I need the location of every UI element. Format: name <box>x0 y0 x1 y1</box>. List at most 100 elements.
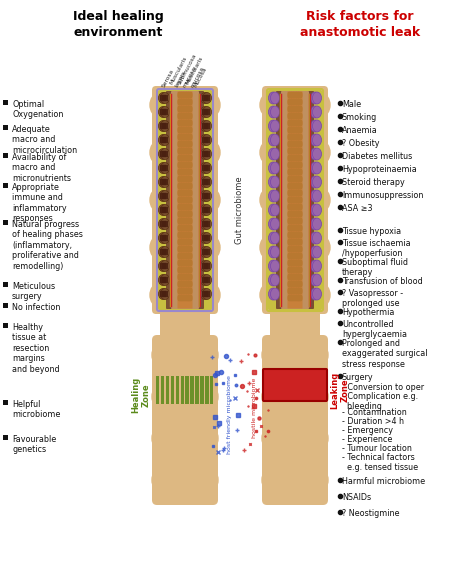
Text: Adequate
macro and
microcirculation: Adequate macro and microcirculation <box>12 125 77 155</box>
Ellipse shape <box>294 247 296 252</box>
Ellipse shape <box>187 274 189 279</box>
Ellipse shape <box>160 108 162 111</box>
Ellipse shape <box>160 277 162 279</box>
Ellipse shape <box>292 148 294 153</box>
Ellipse shape <box>206 253 208 255</box>
Ellipse shape <box>204 141 206 143</box>
Ellipse shape <box>204 154 206 157</box>
Ellipse shape <box>166 207 168 209</box>
Ellipse shape <box>295 177 297 182</box>
Ellipse shape <box>208 181 210 183</box>
Ellipse shape <box>297 247 299 252</box>
Ellipse shape <box>186 127 188 132</box>
Ellipse shape <box>181 148 182 153</box>
Ellipse shape <box>312 148 321 160</box>
Bar <box>3 435 8 440</box>
Ellipse shape <box>182 295 184 300</box>
Ellipse shape <box>204 181 206 183</box>
Ellipse shape <box>185 289 187 294</box>
Ellipse shape <box>295 295 297 300</box>
Ellipse shape <box>298 107 300 111</box>
Ellipse shape <box>182 240 184 244</box>
Ellipse shape <box>178 99 180 105</box>
Ellipse shape <box>288 107 290 111</box>
Ellipse shape <box>291 261 293 265</box>
Ellipse shape <box>271 148 280 160</box>
Ellipse shape <box>184 169 186 174</box>
Ellipse shape <box>291 114 293 119</box>
Ellipse shape <box>187 261 189 265</box>
Ellipse shape <box>268 288 277 300</box>
Ellipse shape <box>164 221 166 223</box>
Ellipse shape <box>290 114 292 119</box>
Ellipse shape <box>294 177 296 182</box>
Ellipse shape <box>202 153 204 155</box>
Ellipse shape <box>166 293 168 295</box>
Ellipse shape <box>162 153 164 155</box>
Ellipse shape <box>162 207 164 209</box>
Ellipse shape <box>179 99 181 105</box>
Ellipse shape <box>178 107 180 111</box>
Ellipse shape <box>150 189 166 211</box>
Bar <box>210 376 213 404</box>
Ellipse shape <box>292 99 293 105</box>
Ellipse shape <box>298 93 300 98</box>
Ellipse shape <box>180 148 182 153</box>
Ellipse shape <box>204 123 206 126</box>
Ellipse shape <box>187 190 188 195</box>
Ellipse shape <box>297 295 298 300</box>
Ellipse shape <box>158 120 167 132</box>
Ellipse shape <box>201 190 210 202</box>
Ellipse shape <box>164 295 166 297</box>
Ellipse shape <box>189 198 191 203</box>
Ellipse shape <box>271 106 280 118</box>
Ellipse shape <box>188 274 190 279</box>
Ellipse shape <box>297 127 299 132</box>
Ellipse shape <box>206 193 208 195</box>
Ellipse shape <box>296 253 298 258</box>
Ellipse shape <box>291 274 293 279</box>
Text: Prolonged and
exaggerated surgical
stress response: Prolonged and exaggerated surgical stres… <box>342 339 428 369</box>
Ellipse shape <box>314 94 330 116</box>
Ellipse shape <box>160 279 162 281</box>
Ellipse shape <box>186 99 188 105</box>
Ellipse shape <box>166 235 168 237</box>
Ellipse shape <box>180 204 182 210</box>
Ellipse shape <box>293 247 295 252</box>
Ellipse shape <box>297 211 299 216</box>
Ellipse shape <box>166 165 168 167</box>
Ellipse shape <box>190 204 192 210</box>
Ellipse shape <box>204 154 206 157</box>
Ellipse shape <box>202 181 204 183</box>
Ellipse shape <box>187 107 188 111</box>
Bar <box>205 376 209 404</box>
Ellipse shape <box>182 127 183 132</box>
Ellipse shape <box>294 198 296 203</box>
Ellipse shape <box>295 190 297 195</box>
Ellipse shape <box>292 240 294 244</box>
Ellipse shape <box>297 169 298 174</box>
Ellipse shape <box>298 211 300 216</box>
Ellipse shape <box>182 198 184 203</box>
Ellipse shape <box>164 237 166 239</box>
Ellipse shape <box>186 268 188 273</box>
Ellipse shape <box>208 195 210 197</box>
Ellipse shape <box>268 204 277 216</box>
Ellipse shape <box>182 289 183 294</box>
Ellipse shape <box>314 189 330 211</box>
Ellipse shape <box>158 148 167 160</box>
Ellipse shape <box>292 183 293 189</box>
Ellipse shape <box>188 289 190 294</box>
Ellipse shape <box>166 197 168 199</box>
Ellipse shape <box>180 135 182 140</box>
Ellipse shape <box>190 162 192 168</box>
Ellipse shape <box>206 153 208 155</box>
Ellipse shape <box>296 211 298 216</box>
Ellipse shape <box>204 99 206 101</box>
Ellipse shape <box>190 93 192 98</box>
Ellipse shape <box>294 183 296 189</box>
Ellipse shape <box>208 250 210 253</box>
Ellipse shape <box>162 293 164 295</box>
Ellipse shape <box>291 219 293 223</box>
Ellipse shape <box>188 282 190 286</box>
